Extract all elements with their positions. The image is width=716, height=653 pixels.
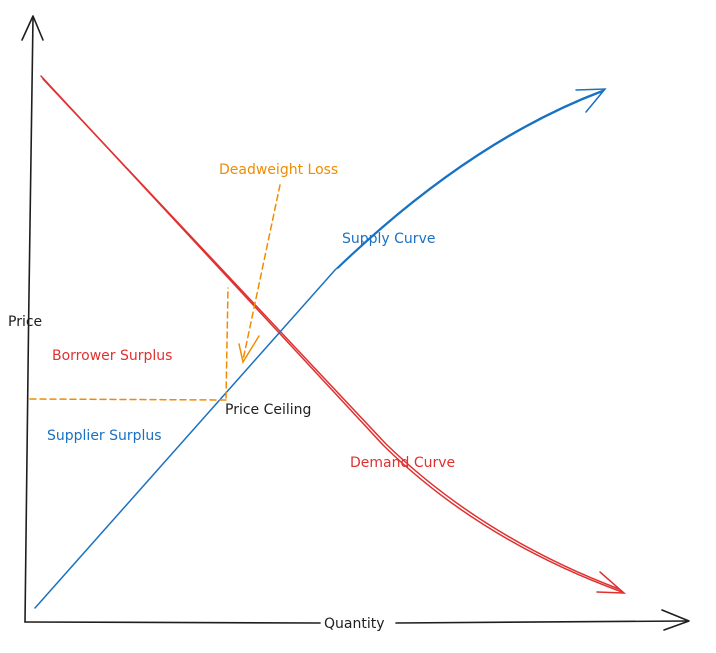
x-axis-line [24,621,321,624]
supply-curve [34,88,607,609]
demand-curve-line-sketch [42,78,620,590]
x-axis-line-right [395,620,689,624]
supplier-surplus-label: Supplier Surplus [47,428,162,444]
axes [21,15,690,631]
annotations [29,184,281,401]
x-axis-arrowhead [661,609,690,631]
y-axis-arrowhead [21,15,44,41]
demand-curve [40,75,627,594]
supply-curve-line-sketch [337,91,602,269]
y-axis-line [24,17,34,623]
y-axis-label: Price [8,314,42,330]
demand-curve-label: Demand Curve [350,455,455,471]
demand-curve-line [40,75,623,593]
supply-curve-arrowhead [575,88,607,113]
borrower-surplus-label: Borrower Surplus [52,348,172,364]
price-ceiling-label: Price Ceiling [225,402,311,418]
supply-curve-label: Supply Curve [342,231,435,247]
deadweight-loss-arrowhead [238,335,260,364]
x-axis-label: Quantity [324,616,385,632]
deadweight-loss-pointer [242,184,281,361]
price-ceiling-vertical-line [225,287,229,399]
deadweight-loss-label: Deadweight Loss [219,162,338,178]
price-ceiling-line [29,398,227,401]
demand-curve-arrowhead [596,571,627,594]
